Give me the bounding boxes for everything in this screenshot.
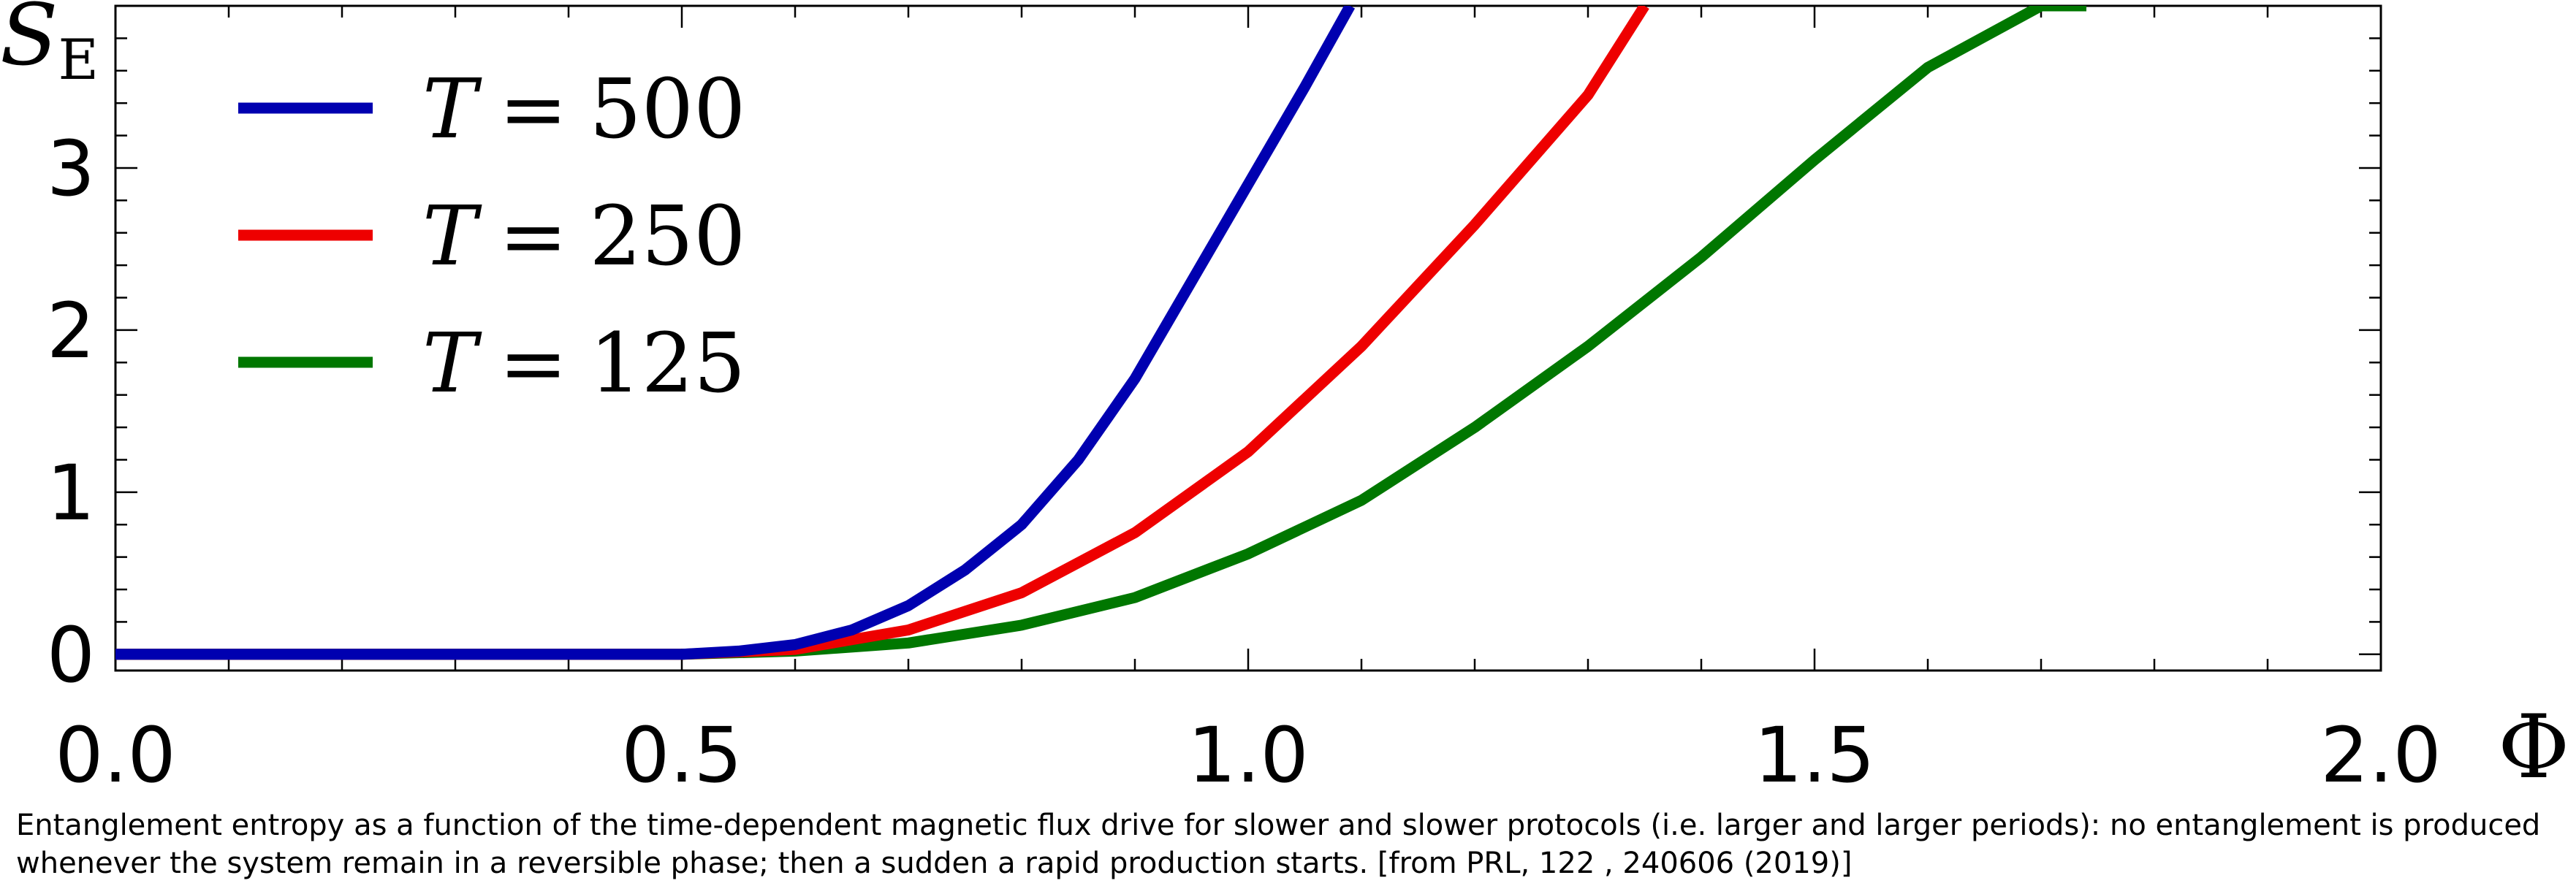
figure-caption: Entanglement entropy as a function of th…	[16, 809, 2541, 880]
series-lines	[115, 6, 2086, 660]
x-tick-label: 1.5	[1754, 711, 1874, 800]
y-axis-label: SE	[0, 0, 99, 92]
y-tick-label: 3	[47, 124, 95, 213]
y-tick-label: 0	[47, 611, 95, 700]
y-tick-label: 1	[47, 448, 95, 538]
series-line-500	[115, 6, 1356, 660]
y-tick-label: 2	[47, 286, 95, 375]
tick-labels: 0.0 0.5 1.0 1.5 2.0 0 1 2 3	[47, 124, 2442, 800]
legend-label-125: T = 125	[422, 316, 745, 411]
legend-label-500: T = 500	[422, 62, 745, 157]
axis-ticks	[114, 6, 2382, 671]
x-tick-label: 0.0	[55, 711, 175, 800]
x-axis-label: Φ	[2498, 697, 2569, 798]
legend: T = 500 T = 250 T = 125	[238, 62, 745, 411]
x-tick-label: 2.0	[2320, 711, 2441, 800]
x-tick-label: 1.0	[1188, 711, 1308, 800]
legend-label-250: T = 250	[422, 189, 745, 284]
x-tick-label: 0.5	[621, 711, 742, 800]
entanglement-entropy-chart: 0.0 0.5 1.0 1.5 2.0 0 1 2 3 T = 500 T = 250 T = 125 SE Φ	[0, 0, 2569, 800]
series-line-125	[115, 6, 2086, 660]
